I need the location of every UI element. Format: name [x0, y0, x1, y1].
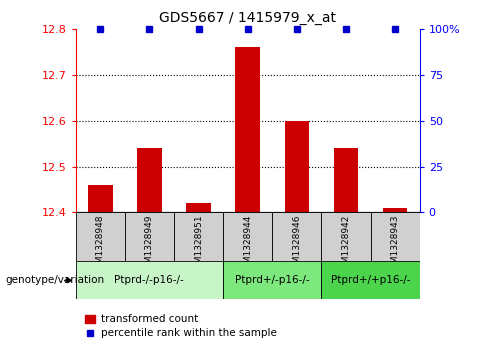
Text: GSM1328944: GSM1328944: [243, 215, 252, 275]
Text: Ptprd-/-p16-/-: Ptprd-/-p16-/-: [115, 276, 184, 285]
Bar: [88, 185, 113, 212]
Title: GDS5667 / 1415979_x_at: GDS5667 / 1415979_x_at: [159, 11, 336, 25]
Bar: [76, 212, 125, 261]
Text: GSM1328949: GSM1328949: [145, 215, 154, 275]
Bar: [235, 48, 260, 212]
Text: GSM1328948: GSM1328948: [96, 215, 105, 275]
Text: GSM1328951: GSM1328951: [194, 215, 203, 276]
Bar: [322, 212, 370, 261]
Text: GSM1328946: GSM1328946: [292, 215, 301, 275]
Text: Ptprd+/-p16-/-: Ptprd+/-p16-/-: [235, 276, 309, 285]
Bar: [186, 203, 211, 212]
Bar: [383, 208, 407, 212]
Bar: [285, 121, 309, 212]
Text: genotype/variation: genotype/variation: [5, 276, 104, 285]
Bar: [174, 212, 223, 261]
Bar: [125, 212, 174, 261]
Bar: [223, 212, 272, 261]
Text: GSM1328943: GSM1328943: [390, 215, 400, 275]
Bar: [137, 148, 162, 212]
Legend: transformed count, percentile rank within the sample: transformed count, percentile rank withi…: [81, 310, 281, 343]
Bar: [334, 148, 358, 212]
Text: Ptprd+/+p16-/-: Ptprd+/+p16-/-: [331, 276, 410, 285]
Bar: [370, 212, 420, 261]
Bar: [76, 261, 223, 299]
Bar: [322, 261, 420, 299]
Bar: [272, 212, 322, 261]
Text: GSM1328942: GSM1328942: [342, 215, 350, 275]
Bar: [223, 261, 322, 299]
